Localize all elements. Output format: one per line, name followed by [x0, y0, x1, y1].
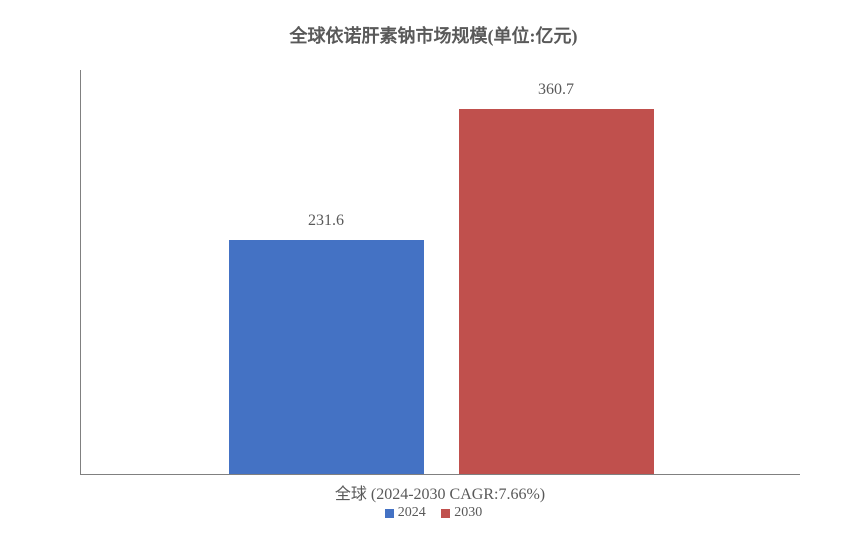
bar-chart: 全球依诺肝素钠市场规模(单位:亿元) 231.6360.7 全球 (2024-2… — [0, 0, 867, 557]
legend: 2024 2030 — [0, 505, 867, 523]
x-axis-category-label: 全球 (2024-2030 CAGR:7.66%) — [80, 480, 800, 504]
bar-2024: 231.6 — [229, 240, 424, 474]
legend-item-2024: 2024 — [385, 505, 426, 521]
legend-swatch-2030 — [441, 509, 450, 518]
bar-2030: 360.7 — [459, 109, 654, 474]
legend-item-2030: 2030 — [441, 505, 482, 521]
legend-swatch-2024 — [385, 509, 394, 518]
legend-label-2024: 2024 — [398, 505, 426, 521]
legend-label-2030: 2030 — [454, 505, 482, 521]
bar-value-label-2030: 360.7 — [459, 81, 654, 99]
chart-title: 全球依诺肝素钠市场规模(单位:亿元) — [0, 22, 867, 48]
bar-value-label-2024: 231.6 — [229, 212, 424, 230]
plot-area: 231.6360.7 — [80, 70, 800, 475]
